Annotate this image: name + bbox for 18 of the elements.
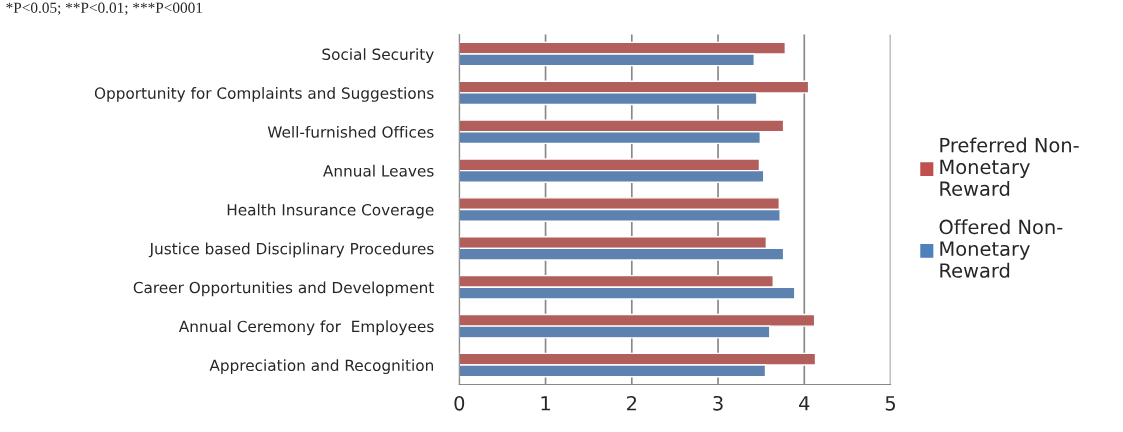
y-tick-label: Career Opportunities and Development bbox=[133, 281, 434, 297]
x-tick-label: 5 bbox=[885, 396, 896, 411]
y-tick-label: Justice based Disciplinary Procedures bbox=[148, 242, 434, 258]
x-tick-label: 1 bbox=[541, 396, 550, 411]
y-tick-label: Annual Ceremony for Employees bbox=[178, 320, 434, 336]
y-tick-label: Health Insurance Coverage bbox=[227, 203, 434, 219]
y-tick-label: Well-furnished Offices bbox=[267, 125, 434, 138]
x-tick-label: 3 bbox=[713, 395, 723, 411]
text: *P<0.05; **P<0.01; ***P<0001 bbox=[6, 2, 203, 16]
x-tick-label: 2 bbox=[627, 395, 637, 411]
y-tick-label: Opportunity for Complaints and Suggestions bbox=[94, 87, 434, 102]
y-tick-label: Social Security bbox=[322, 48, 434, 63]
y-tick-label: Annual Leaves bbox=[323, 164, 434, 177]
legend-label: Preferred Non-Monetary Reward bbox=[940, 137, 1079, 197]
x-tick-label: 4 bbox=[799, 396, 810, 411]
x-tick-label: 0 bbox=[454, 395, 465, 411]
legend-label: Offered Non-Monetary Reward bbox=[939, 219, 1063, 278]
y-tick-label: Appreciation and Recognition bbox=[209, 359, 434, 375]
